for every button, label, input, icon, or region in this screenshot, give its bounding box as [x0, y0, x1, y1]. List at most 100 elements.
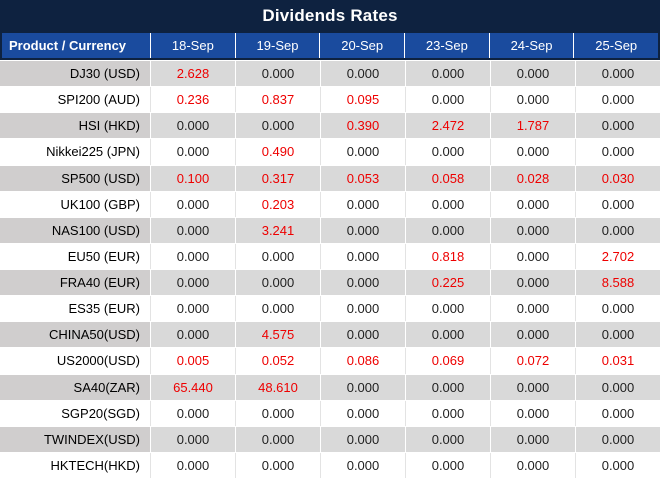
dividend-value-cell: 0.000	[150, 243, 235, 269]
table-row: SA40(ZAR) 65.440 48.610 0.000 0.000 0.000 0.00…	[0, 373, 660, 401]
dividend-value-cell: 0.000	[150, 452, 235, 478]
dividend-value-cell: 0.095	[320, 87, 405, 113]
dividend-value-cell: 0.000	[490, 87, 575, 113]
dividend-value-cell: 0.000	[405, 61, 490, 87]
dividend-value-cell: 0.000	[405, 191, 490, 217]
product-cell: HSI (HKD)	[0, 113, 150, 139]
dividend-value-cell: 0.069	[405, 348, 490, 374]
table-row: DJ30 (USD) 2.628 0.000 0.000 0.000 0.000 0.000	[0, 60, 660, 88]
dividend-value-cell: 3.241	[235, 217, 320, 243]
dividend-value-cell: 0.317	[235, 165, 320, 191]
dividend-value-cell: 0.000	[320, 243, 405, 269]
dividend-value-cell: 0.000	[575, 374, 660, 400]
dividend-value-cell: 0.000	[320, 61, 405, 87]
table-row: Nikkei225 (JPN) 0.000 0.490 0.000 0.000 0.000…	[0, 139, 660, 165]
dividend-value-cell: 0.000	[405, 139, 490, 165]
dividend-value-cell: 0.000	[150, 270, 235, 296]
product-cell: SP500 (USD)	[0, 165, 150, 191]
product-cell: SPI200 (AUD)	[0, 87, 150, 113]
dividend-value-cell: 0.000	[320, 400, 405, 426]
dividend-value-cell: 0.000	[150, 400, 235, 426]
dividend-value-cell: 0.000	[235, 400, 320, 426]
dividend-value-cell: 0.000	[490, 374, 575, 400]
dividend-value-cell: 0.000	[235, 243, 320, 269]
product-cell: US2000(USD)	[0, 348, 150, 374]
dividend-value-cell: 0.000	[575, 426, 660, 452]
dividend-value-cell: 0.000	[405, 452, 490, 478]
dividend-value-cell: 0.100	[150, 165, 235, 191]
product-cell: Nikkei225 (JPN)	[0, 139, 150, 165]
dividend-value-cell: 0.236	[150, 87, 235, 113]
dividend-value-cell: 0.000	[320, 296, 405, 322]
table-title: Dividends Rates	[0, 0, 660, 31]
dividend-value-cell: 0.490	[235, 139, 320, 165]
dividend-value-cell: 0.000	[150, 296, 235, 322]
dividend-value-cell: 0.837	[235, 87, 320, 113]
table-row: TWINDEX(USD) 0.000 0.000 0.000 0.000 0.000 0.0…	[0, 425, 660, 453]
product-cell: NAS100 (USD)	[0, 217, 150, 243]
dividend-value-cell: 0.000	[150, 322, 235, 348]
dividend-value-cell: 0.000	[320, 217, 405, 243]
dividend-value-cell: 0.000	[235, 426, 320, 452]
dividend-value-cell: 0.000	[575, 452, 660, 478]
dividend-value-cell: 0.000	[150, 426, 235, 452]
dividend-value-cell: 0.052	[235, 348, 320, 374]
dividend-value-cell: 1.787	[490, 113, 575, 139]
product-cell: CHINA50(USD)	[0, 322, 150, 348]
dividend-value-cell: 0.000	[320, 374, 405, 400]
product-cell: SGP20(SGD)	[0, 400, 150, 426]
table-body: DJ30 (USD) 2.628 0.000 0.000 0.000 0.000 0.000…	[0, 60, 660, 478]
table-row: EU50 (EUR) 0.000 0.000 0.000 0.818 0.000 2.702	[0, 243, 660, 269]
dividend-value-cell: 0.000	[405, 426, 490, 452]
dividend-value-cell: 0.000	[405, 322, 490, 348]
dividend-value-cell: 0.000	[320, 426, 405, 452]
dividend-value-cell: 0.000	[575, 217, 660, 243]
dividend-value-cell: 0.000	[490, 322, 575, 348]
dividend-value-cell: 0.000	[575, 191, 660, 217]
product-cell: UK100 (GBP)	[0, 191, 150, 217]
dividend-value-cell: 0.225	[405, 270, 490, 296]
dividend-value-cell: 0.000	[490, 400, 575, 426]
table-row: US2000(USD) 0.005 0.052 0.086 0.069 0.072 0.03…	[0, 348, 660, 374]
dividend-value-cell: 0.000	[320, 322, 405, 348]
table-row: NAS100 (USD) 0.000 3.241 0.000 0.000 0.000 0.0…	[0, 216, 660, 244]
product-cell: HKTECH(HKD)	[0, 452, 150, 478]
dividend-value-cell: 0.000	[235, 452, 320, 478]
table-row: CHINA50(USD) 0.000 4.575 0.000 0.000 0.000 0.0…	[0, 321, 660, 349]
dividend-value-cell: 0.072	[490, 348, 575, 374]
dividend-value-cell: 0.000	[575, 61, 660, 87]
table-row: SGP20(SGD) 0.000 0.000 0.000 0.000 0.000 0.000	[0, 400, 660, 426]
table-row: FRA40 (EUR) 0.000 0.000 0.000 0.225 0.000 8.58…	[0, 269, 660, 297]
dividend-value-cell: 0.000	[405, 374, 490, 400]
dividend-value-cell: 0.000	[575, 113, 660, 139]
product-cell: DJ30 (USD)	[0, 61, 150, 87]
dividend-value-cell: 0.000	[235, 113, 320, 139]
dividend-value-cell: 0.818	[405, 243, 490, 269]
dividend-value-cell: 0.000	[235, 270, 320, 296]
dividend-value-cell: 0.000	[235, 296, 320, 322]
product-cell: FRA40 (EUR)	[0, 270, 150, 296]
dividend-value-cell: 0.000	[150, 217, 235, 243]
table-row: SP500 (USD) 0.100 0.317 0.053 0.058 0.028 0.03…	[0, 164, 660, 192]
dividend-value-cell: 65.440	[150, 374, 235, 400]
column-header-date: 19-Sep	[234, 33, 320, 58]
dividend-value-cell: 48.610	[235, 374, 320, 400]
dividend-value-cell: 0.000	[490, 426, 575, 452]
dividend-value-cell: 0.000	[575, 400, 660, 426]
table-row: SPI200 (AUD) 0.236 0.837 0.095 0.000 0.000 0.0…	[0, 87, 660, 113]
column-header-date: 25-Sep	[573, 33, 658, 58]
dividend-value-cell: 0.028	[490, 165, 575, 191]
dividend-value-cell: 0.000	[320, 139, 405, 165]
dividend-value-cell: 0.000	[320, 270, 405, 296]
dividend-value-cell: 0.000	[490, 217, 575, 243]
dividend-value-cell: 0.000	[490, 243, 575, 269]
dividend-value-cell: 0.031	[575, 348, 660, 374]
table-row: ES35 (EUR) 0.000 0.000 0.000 0.000 0.000 0.000	[0, 296, 660, 322]
dividend-value-cell: 2.628	[150, 61, 235, 87]
dividend-value-cell: 0.000	[320, 452, 405, 478]
dividend-value-cell: 0.000	[575, 87, 660, 113]
dividend-value-cell: 0.000	[405, 217, 490, 243]
column-header-date: 20-Sep	[319, 33, 404, 58]
dividend-value-cell: 0.000	[320, 191, 405, 217]
column-header-date: 18-Sep	[150, 33, 235, 58]
